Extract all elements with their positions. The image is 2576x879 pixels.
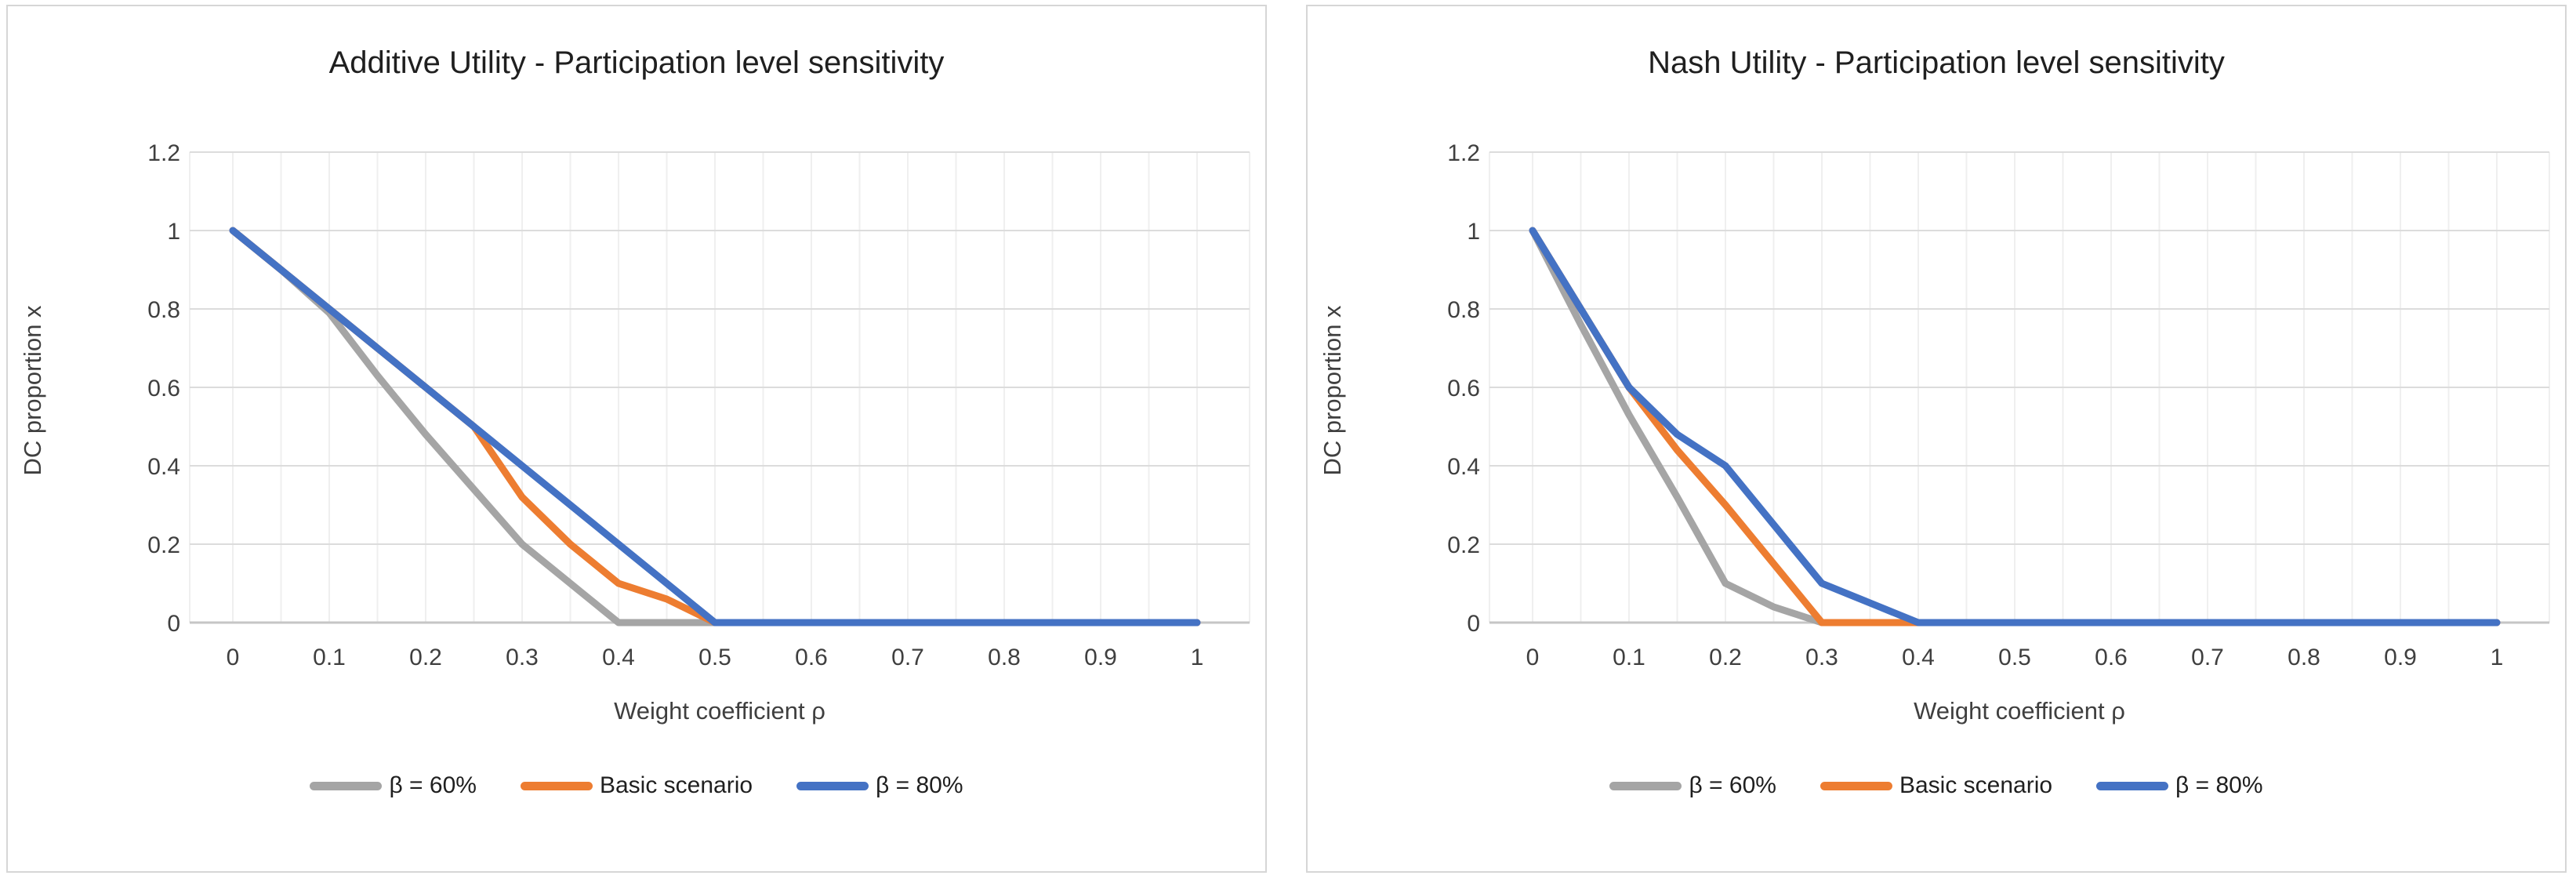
x-tick-label: 1 — [2491, 645, 2504, 670]
x-tick-label: 0.4 — [1902, 645, 1935, 670]
y-tick-label: 0.4 — [1447, 454, 1480, 480]
x-tick-label: 0.6 — [2095, 645, 2128, 670]
legend-item-beta60: β = 60% — [1609, 772, 1776, 799]
chart-panel-additive: Additive Utility - Participation level s… — [6, 5, 1267, 873]
legend-swatch-blue — [796, 781, 869, 790]
y-axis-title-additive: DC proportion x — [19, 305, 46, 476]
legend-item-basic: Basic scenario — [1820, 772, 2052, 799]
y-tick-label: 0.2 — [147, 532, 180, 558]
x-axis-title-nash: Weight coefficient ρ — [1914, 697, 2125, 725]
x-tick-label: 0.8 — [2288, 645, 2320, 670]
y-tick-label: 0.6 — [1447, 376, 1480, 401]
legend-nash: β = 60% Basic scenario β = 80% — [1402, 764, 2471, 808]
legend-label: β = 80% — [2175, 772, 2263, 798]
y-tick-label: 1 — [167, 219, 180, 245]
x-tick-label: 0.8 — [988, 645, 1021, 670]
legend-label: Basic scenario — [599, 772, 753, 798]
x-tick-label: 0.3 — [1805, 645, 1838, 670]
y-tick-label: 0.8 — [147, 297, 180, 323]
chart-title-nash: Nash Utility - Participation level sensi… — [1648, 45, 2225, 80]
legend-swatch-gray — [310, 781, 383, 790]
legend-swatch-orange — [1820, 781, 1892, 790]
legend-label: β = 80% — [876, 772, 963, 798]
chart-panel-nash: Nash Utility - Participation level sensi… — [1306, 5, 2567, 873]
chart-title-additive: Additive Utility - Participation level s… — [328, 45, 945, 80]
y-axis-title-nash: DC proportion x — [1319, 305, 1346, 476]
x-tick-label: 0.2 — [409, 645, 442, 670]
legend-item-beta60: β = 60% — [310, 772, 477, 799]
y-tick-label: 1.2 — [1447, 140, 1480, 166]
x-tick-label: 0.3 — [506, 645, 539, 670]
legend-label: β = 60% — [389, 772, 477, 798]
legend-additive: β = 60% Basic scenario β = 80% — [102, 764, 1171, 808]
x-axis-title-additive: Weight coefficient ρ — [614, 697, 825, 725]
x-tick-label: 0.7 — [2191, 645, 2224, 670]
y-tick-label: 0 — [1467, 611, 1480, 637]
plot-area-additive: 1.2 1 0.8 0.6 0.4 0.2 0 0 0.1 0.2 0.3 0.4 0.5 0.6 0.7 0… — [147, 140, 1250, 670]
y-tick-label: 0.6 — [147, 376, 180, 401]
x-tick-label: 0.1 — [313, 645, 346, 670]
legend-item-basic: Basic scenario — [520, 772, 753, 799]
y-tick-label: 0.8 — [1447, 297, 1480, 323]
legend-swatch-blue — [2096, 781, 2169, 790]
y-tick-label: 0.2 — [1447, 532, 1480, 558]
x-tick-label: 0 — [1526, 645, 1540, 670]
y-tick-label: 0 — [167, 611, 180, 637]
x-tick-label: 0.5 — [1998, 645, 2031, 670]
x-tick-label: 0.4 — [602, 645, 635, 670]
x-tick-label: 0.2 — [1709, 645, 1742, 670]
y-tick-label: 1 — [1467, 219, 1480, 245]
legend-swatch-gray — [1609, 781, 1682, 790]
data-line--80- — [229, 227, 1201, 627]
x-tick-label: 0 — [227, 645, 240, 670]
x-tick-label: 0.7 — [891, 645, 924, 670]
data-line--80- — [1529, 227, 2501, 627]
x-tick-label: 0.9 — [1084, 645, 1117, 670]
legend-swatch-orange — [520, 781, 593, 790]
plot-area-nash: 1.2 1 0.8 0.6 0.4 0.2 0 0 0.1 0.2 0.3 0.4 0.5 0.6 0.7 0… — [1447, 140, 2550, 670]
legend-item-beta80: β = 80% — [2096, 772, 2263, 799]
x-tick-label: 1 — [1191, 645, 1204, 670]
x-tick-label: 0.6 — [795, 645, 828, 670]
x-tick-label: 0.5 — [698, 645, 731, 670]
y-tick-label: 1.2 — [147, 140, 180, 166]
y-tick-label: 0.4 — [147, 454, 180, 480]
x-tick-label: 0.9 — [2384, 645, 2417, 670]
legend-label: Basic scenario — [1899, 772, 2053, 798]
legend-item-beta80: β = 80% — [796, 772, 963, 799]
legend-label: β = 60% — [1689, 772, 1776, 798]
x-tick-label: 0.1 — [1613, 645, 1645, 670]
